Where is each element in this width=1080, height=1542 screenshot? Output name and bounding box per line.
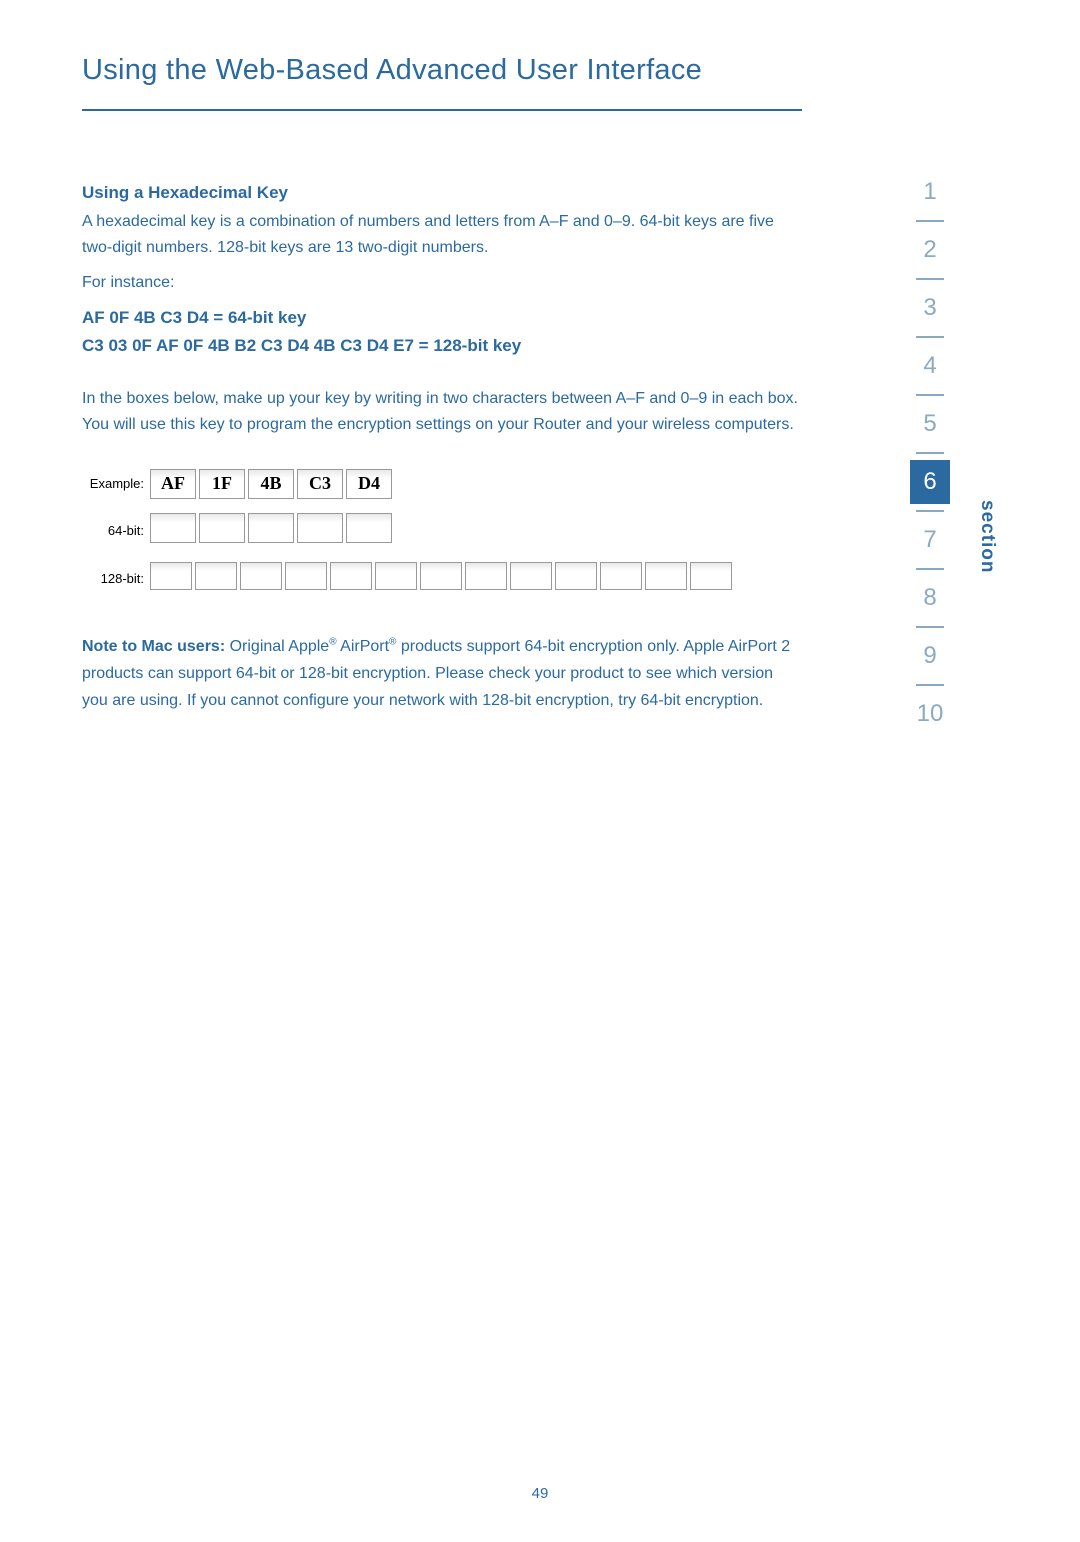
nav-separator — [916, 452, 944, 454]
nav-separator — [916, 220, 944, 222]
hex-box-64[interactable] — [150, 513, 196, 543]
hex-box-example: C3 — [297, 469, 343, 499]
for-instance: For instance: — [82, 274, 802, 292]
section-nav-item-2[interactable]: 2 — [910, 228, 950, 272]
hex-box-128[interactable] — [645, 562, 687, 590]
nav-separator — [916, 394, 944, 396]
mac-note: Note to Mac users: Original Apple® AirPo… — [82, 633, 802, 715]
hex-box-128[interactable] — [195, 562, 237, 590]
section-label: section — [976, 500, 998, 574]
hex-box-128[interactable] — [420, 562, 462, 590]
hex-box-64[interactable] — [199, 513, 245, 543]
row-128-label: 128-bit: — [82, 571, 144, 586]
section-nav-item-9[interactable]: 9 — [910, 634, 950, 678]
section-nav-item-5[interactable]: 5 — [910, 402, 950, 446]
hex-box-128[interactable] — [240, 562, 282, 590]
hex-heading: Using a Hexadecimal Key — [82, 183, 802, 203]
nav-separator — [916, 684, 944, 686]
hex-box-128[interactable] — [330, 562, 372, 590]
example-row-label: Example: — [82, 476, 144, 491]
section-nav-item-3[interactable]: 3 — [910, 286, 950, 330]
example-64: AF 0F 4B C3 D4 = 64-bit key — [82, 308, 802, 328]
hex-box-128[interactable] — [510, 562, 552, 590]
hex-box-128[interactable] — [150, 562, 192, 590]
section-nav-item-4[interactable]: 4 — [910, 344, 950, 388]
hex-box-example: 4B — [248, 469, 294, 499]
hex-box-128[interactable] — [465, 562, 507, 590]
nav-separator — [916, 626, 944, 628]
row-64-label: 64-bit: — [82, 523, 144, 538]
section-nav-item-6[interactable]: 6 — [910, 460, 950, 504]
hex-box-64[interactable] — [248, 513, 294, 543]
hex-box-128[interactable] — [285, 562, 327, 590]
nav-separator — [916, 510, 944, 512]
key-input-area: Example: AF1F4BC3D4 64-bit: 128-bit: — [82, 469, 802, 595]
hex-box-128[interactable] — [600, 562, 642, 590]
section-nav-item-8[interactable]: 8 — [910, 576, 950, 620]
section-nav: 1 2 3 4 5 6 7 8 9 10 — [908, 170, 952, 736]
row-128bit: 128-bit: — [82, 562, 802, 595]
hex-instruction: In the boxes below, make up your key by … — [82, 386, 802, 439]
example-128: C3 03 0F AF 0F 4B B2 C3 D4 4B C3 D4 E7 =… — [82, 336, 802, 356]
nav-separator — [916, 278, 944, 280]
hex-box-128[interactable] — [375, 562, 417, 590]
example-row: Example: AF1F4BC3D4 — [82, 469, 802, 499]
hex-intro: A hexadecimal key is a combination of nu… — [82, 209, 802, 262]
hex-box-64[interactable] — [297, 513, 343, 543]
nav-separator — [916, 568, 944, 570]
section-nav-item-7[interactable]: 7 — [910, 518, 950, 562]
hex-box-example: 1F — [199, 469, 245, 499]
nav-separator — [916, 336, 944, 338]
hex-box-example: D4 — [346, 469, 392, 499]
section-nav-item-1[interactable]: 1 — [910, 170, 950, 214]
section-nav-item-10[interactable]: 10 — [910, 692, 950, 736]
note-lead: Note to Mac users: — [82, 638, 225, 655]
page-number: 49 — [532, 1485, 549, 1502]
hex-box-128[interactable] — [690, 562, 732, 590]
main-content: Using the Web-Based Advanced User Interf… — [82, 54, 802, 714]
hex-box-64[interactable] — [346, 513, 392, 543]
page-title: Using the Web-Based Advanced User Interf… — [82, 54, 802, 111]
hex-box-example: AF — [150, 469, 196, 499]
row-64bit: 64-bit: — [82, 513, 802, 548]
hex-box-128[interactable] — [555, 562, 597, 590]
